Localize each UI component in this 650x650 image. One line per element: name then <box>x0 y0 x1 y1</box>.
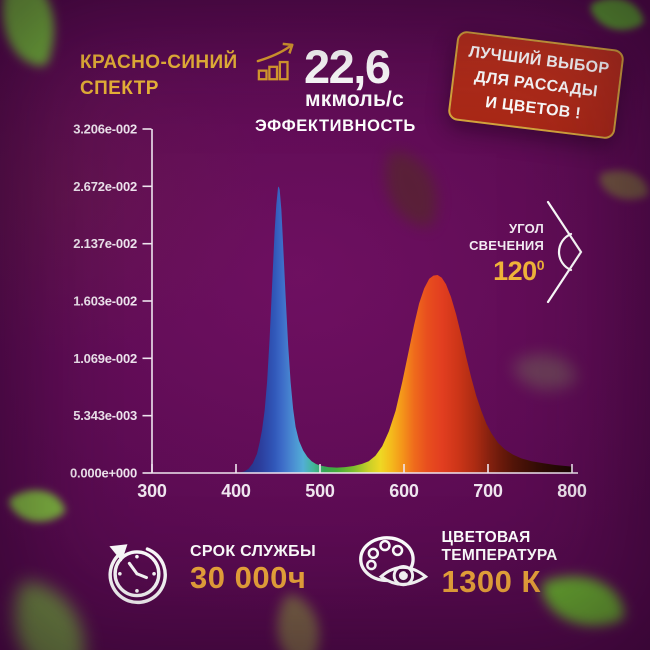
x-axis-tick-label: 500 <box>305 481 335 501</box>
lifetime-feature: СРОК СЛУЖБЫ 30 000ч <box>98 531 316 607</box>
x-axis-tick-label: 400 <box>221 481 251 501</box>
chart-axes <box>151 129 578 474</box>
efficiency-block: 22,6 мкмоль/с ЭФФЕКТИВНОСТЬ <box>255 42 416 136</box>
y-axis-tick-label: 3.206e-002 <box>73 122 137 137</box>
color-temperature-label: ЦВЕТОВАЯ ТЕМПЕРАТУРА <box>441 528 558 564</box>
chart-growth-icon <box>256 42 294 81</box>
spectrum-area <box>236 186 572 473</box>
page-title: КРАСНО-СИНИЙ СПЕКТР <box>80 50 238 102</box>
x-axis-tick-label: 300 <box>137 481 167 501</box>
title-line-2: СПЕКТР <box>80 78 159 100</box>
y-axis-tick-label: 2.137e-002 <box>73 236 137 251</box>
x-axis-tick-label: 800 <box>557 481 587 501</box>
x-axis-tick-label: 600 <box>389 481 419 501</box>
efficiency-label: ЭФФЕКТИВНОСТЬ <box>255 117 416 135</box>
beam-angle-value: 1200 <box>493 255 544 286</box>
beam-angle-label-1: УГОЛ <box>509 221 544 236</box>
title-line-1: КРАСНО-СИНИЙ <box>80 52 238 73</box>
palette-eye-icon <box>359 536 429 587</box>
y-axis-tick-label: 0.000e+000 <box>70 466 137 481</box>
lifetime-value: 30 000ч <box>190 559 307 595</box>
efficiency-unit: мкмоль/с <box>305 88 404 111</box>
beam-angle-icon <box>546 200 583 304</box>
lifetime-label: СРОК СЛУЖБЫ <box>190 542 316 560</box>
y-axis-tick-label: 1.603e-002 <box>73 294 137 309</box>
color-temperature-value: 1300 К <box>441 563 541 599</box>
beam-angle-label-2: СВЕЧЕНИЯ <box>469 237 544 253</box>
y-axis-tick-label: 1.069e-002 <box>73 351 137 366</box>
clock-lifetime-icon <box>108 544 167 605</box>
beam-angle-block: УГОЛ СВЕЧЕНИЯ 1200 <box>456 221 544 287</box>
efficiency-value: 22,6 <box>304 40 391 93</box>
y-axis-tick-label: 2.672e-002 <box>73 179 137 194</box>
x-axis-tick-label: 700 <box>473 481 503 501</box>
color-temperature-feature: ЦВЕТОВАЯ ТЕМПЕРАТУРА 1300 К <box>352 528 650 600</box>
y-axis-tick-label: 5.343e-003 <box>73 408 137 423</box>
